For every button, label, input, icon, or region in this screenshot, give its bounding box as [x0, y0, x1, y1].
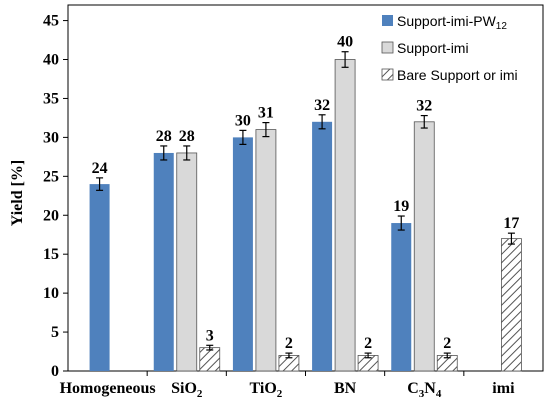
y-axis-title: Yield [%] — [9, 160, 26, 227]
data-label: 2 — [285, 335, 293, 352]
labels: 24 Homogeneous 28 28 3 SiO2 30 31 2 TiO2 32 40 2 BN 19… — [60, 34, 520, 400]
legend-entry: Bare Support or imi — [397, 67, 518, 83]
bar-SiO2-Support-imi — [176, 152, 198, 372]
data-label: 28 — [156, 128, 172, 145]
y-tick-label: 30 — [43, 129, 59, 146]
legend-entry: Support-imi-PW12 — [397, 13, 507, 32]
y-tick-label: 15 — [43, 246, 59, 263]
legend-entry: Support-imi — [397, 40, 469, 56]
data-label: 2 — [443, 335, 451, 352]
data-label: 32 — [416, 98, 432, 115]
bar-imi-Bare Support or imi — [501, 238, 522, 372]
category-label-imi: imi — [492, 380, 515, 397]
data-label: 19 — [393, 198, 409, 215]
bar-TiO2-Support-imi-PW12 — [232, 137, 253, 371]
bar-SiO2-Bare Support or imi — [199, 347, 221, 372]
data-label: 40 — [337, 34, 353, 51]
bar-Homogeneous-Support-imi-PW12 — [89, 184, 110, 371]
bar-C3N4-Support-imi-PW12 — [391, 223, 412, 371]
data-label: 17 — [503, 215, 519, 232]
bars — [89, 51, 522, 372]
data-label: 3 — [206, 327, 214, 344]
legend-swatch — [381, 41, 394, 54]
y-tick-label: 45 — [43, 13, 59, 30]
y-tick-label: 0 — [51, 363, 59, 380]
bar-SiO2-Support-imi-PW12 — [153, 152, 174, 371]
y-tick-label: 40 — [43, 52, 59, 69]
plot-frame — [67, 4, 544, 372]
bar-TiO2-Support-imi — [255, 129, 277, 372]
axes: 0 5 10 15 20 25 30 35 40 45 — [43, 4, 544, 380]
bar-C3N4-Support-imi — [413, 121, 435, 372]
y-tick-label: 25 — [43, 168, 59, 185]
data-label: 2 — [364, 335, 372, 352]
data-label: 24 — [92, 160, 108, 177]
y-tick-label: 20 — [43, 207, 59, 224]
data-label: 32 — [314, 97, 330, 114]
data-label: 31 — [258, 105, 274, 122]
y-tick-label: 5 — [51, 324, 59, 341]
data-label: 28 — [179, 128, 195, 145]
category-label-Homogeneous: Homogeneous — [60, 380, 156, 397]
data-label: 30 — [235, 112, 251, 129]
y-tick-label: 35 — [43, 90, 59, 107]
bar-BN-Support-imi — [334, 59, 356, 372]
category-label-TiO2: TiO2 — [250, 380, 283, 400]
y-tick-label: 10 — [43, 285, 59, 302]
category-label-BN: BN — [334, 380, 357, 397]
category-label-C3N4: C3N4 — [407, 380, 442, 400]
legend-swatch — [381, 68, 394, 81]
legend-swatch — [382, 15, 393, 26]
legend: Support-imi-PW12 Support-imi Bare Support … — [381, 13, 518, 83]
category-label-SiO2: SiO2 — [171, 380, 203, 400]
bar-BN-Support-imi-PW12 — [312, 121, 333, 372]
